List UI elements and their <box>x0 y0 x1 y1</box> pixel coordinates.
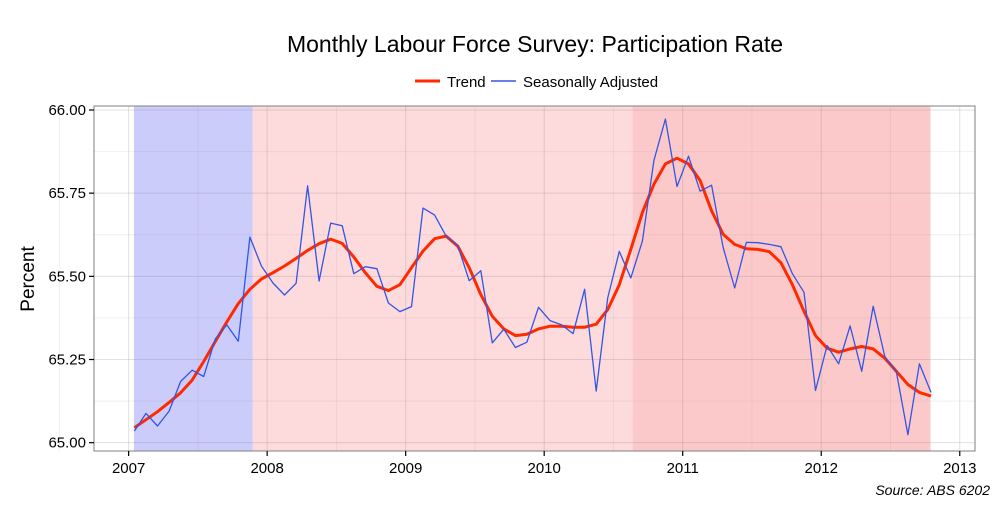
gridlines <box>58 106 975 451</box>
y-tick-label: 65.75 <box>48 185 86 202</box>
legend: Trend Seasonally Adjusted <box>415 74 658 91</box>
seasonally-adjusted-line <box>133 118 932 436</box>
trend-line <box>133 156 932 429</box>
series-lines <box>133 118 932 436</box>
x-tick-label: 2008 <box>250 460 283 477</box>
legend-label-trend: Trend <box>447 74 486 91</box>
y-tick-label: 65.00 <box>48 435 86 452</box>
x-tick-label: 2013 <box>943 460 976 477</box>
legend-label-seasonally-adjusted: Seasonally Adjusted <box>523 74 658 91</box>
y-axis: 65.00 65.25 65.50 65.75 66.00 <box>48 102 94 452</box>
shaded-regions <box>133 106 931 451</box>
x-tick-label: 2007 <box>112 460 145 477</box>
x-tick-label: 2012 <box>805 460 838 477</box>
y-tick-label: 65.25 <box>48 352 86 369</box>
y-tick-label: 66.00 <box>48 102 86 119</box>
x-tick-label: 2010 <box>528 460 561 477</box>
shaded-region <box>252 106 633 451</box>
shaded-region <box>133 106 253 451</box>
x-tick-label: 2009 <box>389 460 422 477</box>
x-axis: 2007 2008 2009 2010 2011 2012 2013 <box>112 451 976 477</box>
source-note: Source: ABS 6202 <box>875 482 990 498</box>
y-tick-label: 65.50 <box>48 268 86 285</box>
plot-panel-border <box>93 105 976 452</box>
x-tick-label: 2011 <box>667 460 699 477</box>
y-axis-label: Percent <box>18 246 39 312</box>
chart-title: Monthly Labour Force Survey: Participati… <box>287 31 783 57</box>
shaded-region <box>632 106 931 451</box>
